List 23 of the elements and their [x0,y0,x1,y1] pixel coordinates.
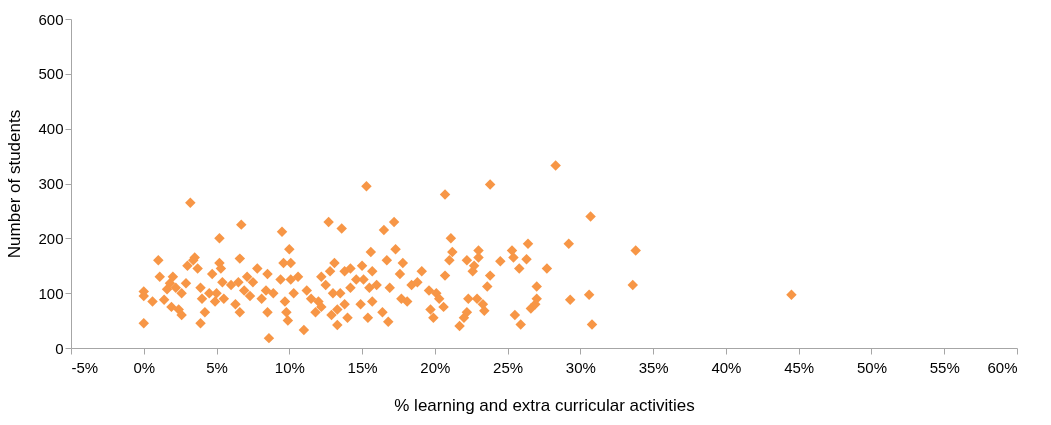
x-tick-label: 25% [493,358,524,376]
x-tick-label: 50% [856,358,887,376]
x-tick-label: 45% [784,358,815,376]
y-tick-label: 0 [55,339,64,357]
x-tick-label: 55% [929,358,960,376]
y-tick-label: 600 [38,10,64,28]
x-tick-label: 40% [711,358,742,376]
x-axis-title: % learning and extra curricular activities [394,395,695,415]
x-tick-label: 5% [206,358,228,376]
x-tick-label: 20% [420,358,451,376]
x-tick-label: 35% [638,358,669,376]
y-tick-label: 200 [38,229,64,247]
x-tick-label: 60% [987,358,1018,376]
x-tick-label: 30% [565,358,596,376]
x-tick-label: 0% [133,358,156,376]
y-axis-title: Number of students [5,109,25,259]
y-tick-label: 300 [38,175,64,192]
x-tick-label: 15% [347,358,378,376]
y-tick-label: 400 [38,120,64,138]
x-tick-label: -5% [71,358,99,376]
y-tick-label: 100 [38,284,64,302]
y-tick-label: 500 [38,65,64,83]
x-tick-label: 10% [274,358,305,376]
